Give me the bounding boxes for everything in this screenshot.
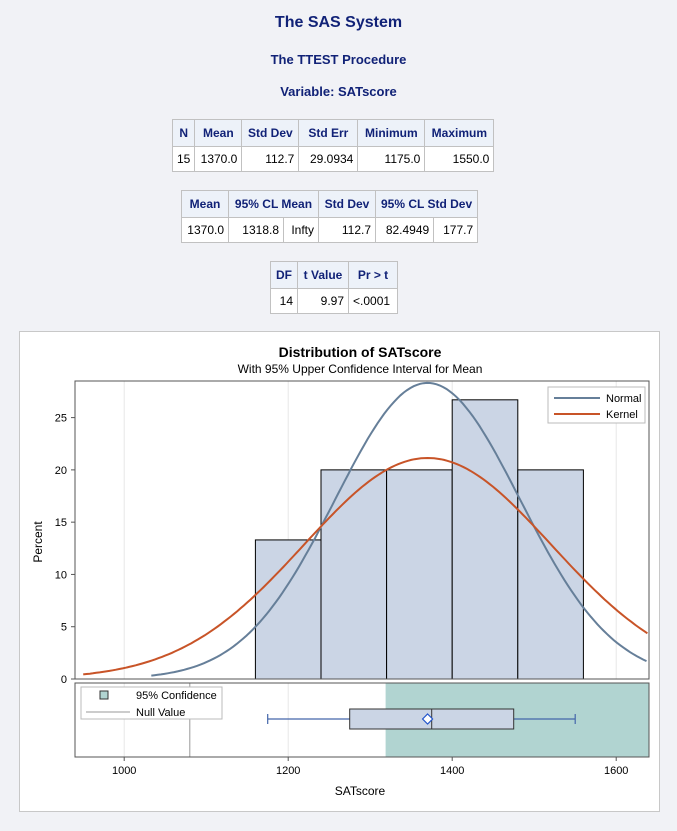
y-tick-label: 10 <box>55 569 67 581</box>
distribution-chart-svg: Distribution of SATscore With 95% Upper … <box>31 344 650 798</box>
inset-legend-label: 95% Confidence <box>136 690 217 702</box>
table-cell: 112.7 <box>318 217 376 243</box>
x-axis-label: SATscore <box>335 784 386 798</box>
y-tick-label: 0 <box>61 674 67 686</box>
y-axis-label: Percent <box>31 521 45 563</box>
table-cell: 112.7 <box>241 146 300 172</box>
normal-curve <box>151 381 647 677</box>
histogram-panel-border <box>74 380 650 680</box>
table-row: 1370.0 1318.8 Infty 112.7 82.4949 177.7 <box>181 217 479 243</box>
table-cell: 82.4949 <box>374 217 435 243</box>
column-header: Mean <box>181 190 229 218</box>
table-header-row: N Mean Std Dev Std Err Minimum Maximum <box>171 119 495 147</box>
table-cell: 15 <box>171 146 196 172</box>
column-header: t Value <box>297 261 349 289</box>
chart-title: Distribution of SATscore <box>279 344 442 360</box>
y-tick-label: 20 <box>55 465 67 477</box>
table-cell: 1370.0 <box>181 217 229 243</box>
column-header: Mean <box>194 119 243 147</box>
table-cell: 29.0934 <box>298 146 359 172</box>
table-row: 14 9.97 <.0001 <box>270 288 398 314</box>
distribution-plot: Distribution of SATscore With 95% Upper … <box>19 331 660 812</box>
confidence-limits-table: Mean 95% CL Mean Std Dev 95% CL Std Dev … <box>181 190 479 243</box>
histogram-bar <box>320 469 388 680</box>
column-header: Pr > t <box>348 261 398 289</box>
table-cell: 1318.8 <box>228 217 284 243</box>
column-header: N <box>171 119 196 147</box>
legend-label: Normal <box>606 393 641 405</box>
box-panel-border <box>74 682 650 758</box>
column-header: Std Dev <box>241 119 300 147</box>
mean-marker <box>421 713 434 725</box>
legend-box <box>547 386 646 424</box>
x-tick-label: 1400 <box>440 765 464 777</box>
inset-legend-swatch <box>99 690 109 700</box>
table-cell: 14 <box>270 288 298 314</box>
table-cell: <.0001 <box>348 288 398 314</box>
y-tick-label: 5 <box>61 622 67 634</box>
inset-legend-label: Null Value <box>136 707 185 719</box>
table-row: 15 1370.0 112.7 29.0934 1175.0 1550.0 <box>171 146 495 172</box>
table-cell: 1370.0 <box>194 146 243 172</box>
column-header: DF <box>270 261 298 289</box>
x-tick-label: 1200 <box>276 765 300 777</box>
system-title: The SAS System <box>274 14 403 31</box>
histogram-bar <box>386 469 453 680</box>
x-tick-label: 1000 <box>112 765 136 777</box>
chart-subtitle: With 95% Upper Confidence Interval for M… <box>238 362 483 376</box>
summary-statistics-table: N Mean Std Dev Std Err Minimum Maximum 1… <box>171 119 495 172</box>
table-cell: Infty <box>283 217 319 243</box>
table-cell: 177.7 <box>433 217 479 243</box>
table-header-row: Mean 95% CL Mean Std Dev 95% CL Std Dev <box>181 190 479 218</box>
column-header: 95% CL Mean <box>228 190 319 218</box>
table-header-row: DF t Value Pr > t <box>270 261 398 289</box>
variable-title: Variable: SATscore <box>280 84 397 99</box>
column-header: 95% CL Std Dev <box>374 190 479 218</box>
column-header: Std Dev <box>318 190 376 218</box>
column-header: Minimum <box>357 119 426 147</box>
histogram-bar <box>517 469 584 680</box>
y-tick-label: 15 <box>55 517 67 529</box>
column-header: Std Err <box>298 119 359 147</box>
t-test-table: DF t Value Pr > t 14 9.97 <.0001 <box>270 261 398 314</box>
legend-label: Kernel <box>606 409 638 421</box>
kernel-curve <box>83 456 648 676</box>
procedure-title: The TTEST Procedure <box>270 52 407 67</box>
y-tick-label: 25 <box>55 413 67 425</box>
table-cell: 9.97 <box>297 288 349 314</box>
table-cell: 1175.0 <box>357 146 426 172</box>
column-header: Maximum <box>424 119 495 147</box>
table-cell: 1550.0 <box>424 146 495 172</box>
histogram-bar <box>451 399 519 680</box>
x-tick-label: 1600 <box>604 765 628 777</box>
